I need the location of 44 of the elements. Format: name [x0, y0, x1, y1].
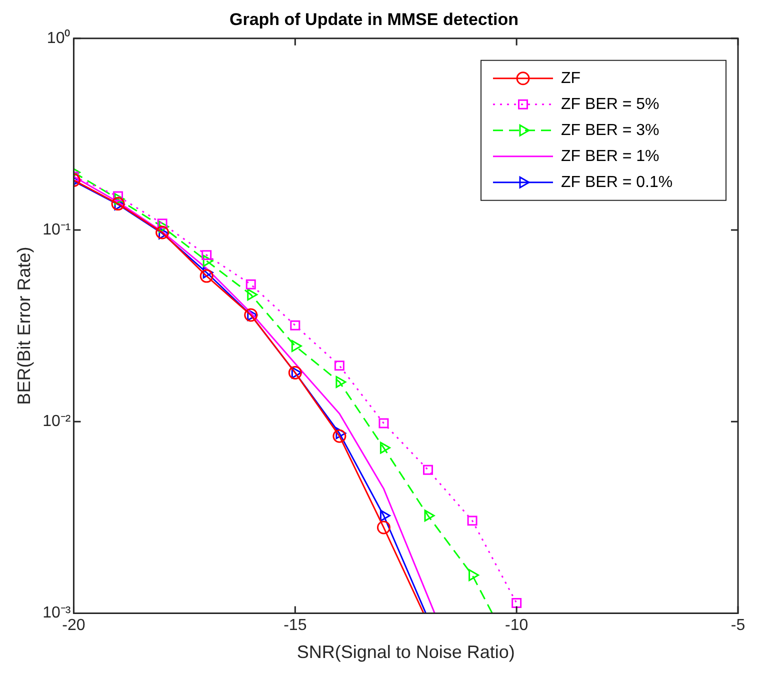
legend-label: ZF BER = 0.1%: [561, 174, 673, 191]
point: [378, 418, 389, 428]
point: [247, 288, 258, 301]
point: [158, 227, 170, 240]
legend-label: ZF BER = 3%: [561, 122, 660, 139]
point: [336, 376, 346, 388]
point: [200, 269, 214, 283]
x-axis-title: SNR(Signal to Noise Ratio): [296, 642, 515, 662]
x-tick-label: -10: [505, 617, 528, 634]
point: [336, 427, 346, 440]
point: [290, 320, 300, 330]
x-tick-label: -5: [730, 617, 746, 634]
point: [332, 429, 346, 443]
point: [376, 520, 390, 534]
point: [114, 198, 125, 210]
y-tick-label: 10⁻¹: [42, 221, 71, 238]
point: [158, 220, 170, 233]
point: [291, 340, 302, 352]
point: [113, 191, 124, 202]
point: [291, 366, 302, 379]
point: [247, 309, 258, 321]
point: [423, 464, 433, 475]
point: [512, 598, 522, 608]
point: [202, 250, 212, 260]
point: [380, 510, 390, 522]
point: [202, 254, 214, 267]
legend-label: ZF: [561, 70, 581, 87]
point: [288, 366, 302, 380]
point: [244, 308, 258, 322]
point: [246, 279, 256, 290]
legend-label: ZF BER = 1%: [561, 148, 660, 165]
y-tick-label: 10⁰: [46, 28, 71, 47]
point: [380, 442, 390, 454]
point: [202, 266, 214, 278]
point: [424, 510, 435, 522]
legend-label: ZF BER = 5%: [561, 96, 660, 113]
y-tick-label: 10⁻²: [42, 413, 72, 430]
y-axis-title: BER(Bit Error Rate): [14, 246, 34, 405]
point: [114, 193, 125, 206]
point: [156, 226, 170, 240]
x-tick-label: -15: [284, 617, 307, 634]
point: [334, 360, 344, 371]
chart-title: Graph of Update in MMSE detection: [229, 10, 519, 29]
point: [467, 516, 478, 526]
